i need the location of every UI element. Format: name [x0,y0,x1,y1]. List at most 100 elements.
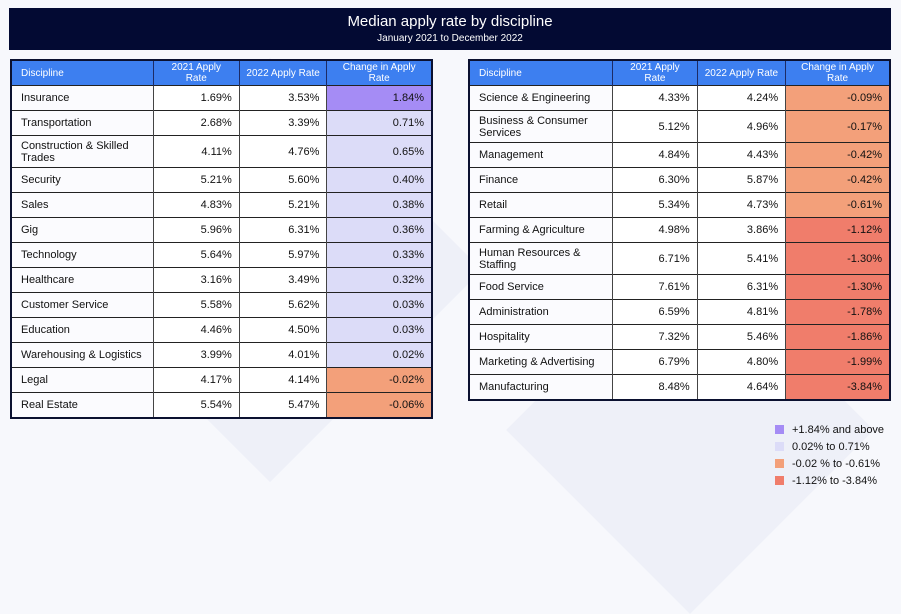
change-cell: -1.30% [785,274,890,300]
discipline-cell: Farming & Agriculture [469,217,613,243]
table-row: Farming & Agriculture 4.98% 3.86% -1.12% [469,217,890,243]
rate-2022-cell: 6.31% [696,274,786,300]
change-cell: -1.30% [785,242,890,275]
rate-2021-cell: 4.11% [152,135,240,168]
rate-2022-cell: 5.41% [696,242,786,275]
table-positive-changes: Discipline 2021 Apply Rate 2022 Apply Rate… [10,59,433,419]
rate-2022-cell: 5.47% [238,392,327,418]
rate-2022-cell: 5.21% [238,192,327,218]
rate-2021-cell: 4.33% [612,85,698,111]
table-row: Technology 5.64% 5.97% 0.33% [11,242,432,268]
rate-2021-cell: 8.48% [612,374,698,400]
change-cell: -0.42% [785,167,890,193]
table-row: Sales 4.83% 5.21% 0.38% [11,192,432,218]
change-cell: 0.32% [326,267,432,293]
discipline-cell: Insurance [11,85,154,111]
discipline-cell: Warehousing & Logistics [11,342,154,368]
discipline-cell: Technology [11,242,154,268]
rate-2021-cell: 4.17% [152,367,240,393]
rate-2022-cell: 4.81% [696,299,786,325]
table-row: Finance 6.30% 5.87% -0.42% [469,167,890,193]
rate-2021-cell: 4.83% [152,192,240,218]
rate-2021-cell: 3.99% [152,342,240,368]
discipline-cell: Manufacturing [469,374,613,400]
rate-2022-cell: 4.76% [238,135,327,168]
rate-2022-cell: 4.73% [696,192,786,218]
legend-item: -1.12% to -3.84% [775,472,884,489]
table-row: Healthcare 3.16% 3.49% 0.32% [11,267,432,293]
rate-2022-cell: 6.31% [238,217,327,243]
table-row: Education 4.46% 4.50% 0.03% [11,317,432,343]
rate-2022-cell: 4.64% [696,374,786,400]
rate-2021-cell: 5.21% [152,167,240,193]
change-cell: -0.06% [326,392,432,418]
table-negative-changes: Discipline 2021 Apply Rate 2022 Apply Rate… [468,59,891,401]
table-row: Legal 4.17% 4.14% -0.02% [11,367,432,393]
rate-2022-cell: 4.24% [696,85,786,111]
column-header: 2022 Apply Rate [696,60,786,86]
column-header: Discipline [469,60,613,86]
rate-2021-cell: 5.58% [152,292,240,318]
table-row: Retail 5.34% 4.73% -0.61% [469,192,890,218]
column-header: 2022 Apply Rate [238,60,327,86]
rate-2022-cell: 3.39% [238,110,327,136]
rate-2022-cell: 4.80% [696,349,786,375]
table-row: Construction & Skilled Trades 4.11% 4.76% 0… [11,135,432,168]
table-row: Marketing & Advertising 6.79% 4.80% -1.99% [469,349,890,375]
change-cell: 0.65% [326,135,432,168]
rate-2022-cell: 4.50% [238,317,327,343]
change-cell: 0.03% [326,317,432,343]
discipline-cell: Food Service [469,274,613,300]
legend-item: 0.02% to 0.71% [775,438,884,455]
change-cell: -1.78% [785,299,890,325]
table-row: Customer Service 5.58% 5.62% 0.03% [11,292,432,318]
discipline-cell: Administration [469,299,613,325]
column-header: Change in Apply Rate [785,60,890,86]
table-row: Business & Consumer Services 5.12% 4.96% -0… [469,110,890,143]
discipline-cell: Human Resources & Staffing [469,242,613,275]
table-row: Hospitality 7.32% 5.46% -1.86% [469,324,890,350]
change-cell: -0.61% [785,192,890,218]
change-cell: -0.17% [785,110,890,143]
change-cell: -1.86% [785,324,890,350]
change-cell: 0.02% [326,342,432,368]
legend-label: +1.84% and above [792,423,885,436]
table-row: Insurance 1.69% 3.53% 1.84% [11,85,432,111]
rate-2022-cell: 5.60% [238,167,327,193]
table-row: Real Estate 5.54% 5.47% -0.06% [11,392,432,418]
rate-2021-cell: 5.54% [152,392,240,418]
table-row: Food Service 7.61% 6.31% -1.30% [469,274,890,300]
chart-subtitle: January 2021 to December 2022 [377,33,523,44]
rate-2021-cell: 6.71% [612,242,698,275]
change-cell: 0.33% [326,242,432,268]
change-cell: -1.12% [785,217,890,243]
change-cell: 0.38% [326,192,432,218]
discipline-cell: Finance [469,167,613,193]
rate-2021-cell: 5.12% [612,110,698,143]
column-header: 2021 Apply Rate [152,60,240,86]
table-row: Warehousing & Logistics 3.99% 4.01% 0.02% [11,342,432,368]
change-cell: 0.03% [326,292,432,318]
change-cell: 0.36% [326,217,432,243]
rate-2022-cell: 4.96% [696,110,786,143]
rate-2022-cell: 5.87% [696,167,786,193]
discipline-cell: Hospitality [469,324,613,350]
table-row: Transportation 2.68% 3.39% 0.71% [11,110,432,136]
discipline-cell: Security [11,167,154,193]
legend-swatch [775,476,784,485]
legend-swatch [775,442,784,451]
column-header: Discipline [11,60,154,86]
rate-2021-cell: 5.96% [152,217,240,243]
rate-2021-cell: 4.98% [612,217,698,243]
change-cell: -0.02% [326,367,432,393]
rate-2022-cell: 3.53% [238,85,327,111]
discipline-cell: Legal [11,367,154,393]
rate-2021-cell: 6.30% [612,167,698,193]
rate-2021-cell: 4.84% [612,142,698,168]
rate-2021-cell: 5.64% [152,242,240,268]
table-row: Security 5.21% 5.60% 0.40% [11,167,432,193]
discipline-cell: Management [469,142,613,168]
rate-2022-cell: 3.86% [696,217,786,243]
rate-2021-cell: 3.16% [152,267,240,293]
rate-2022-cell: 4.43% [696,142,786,168]
